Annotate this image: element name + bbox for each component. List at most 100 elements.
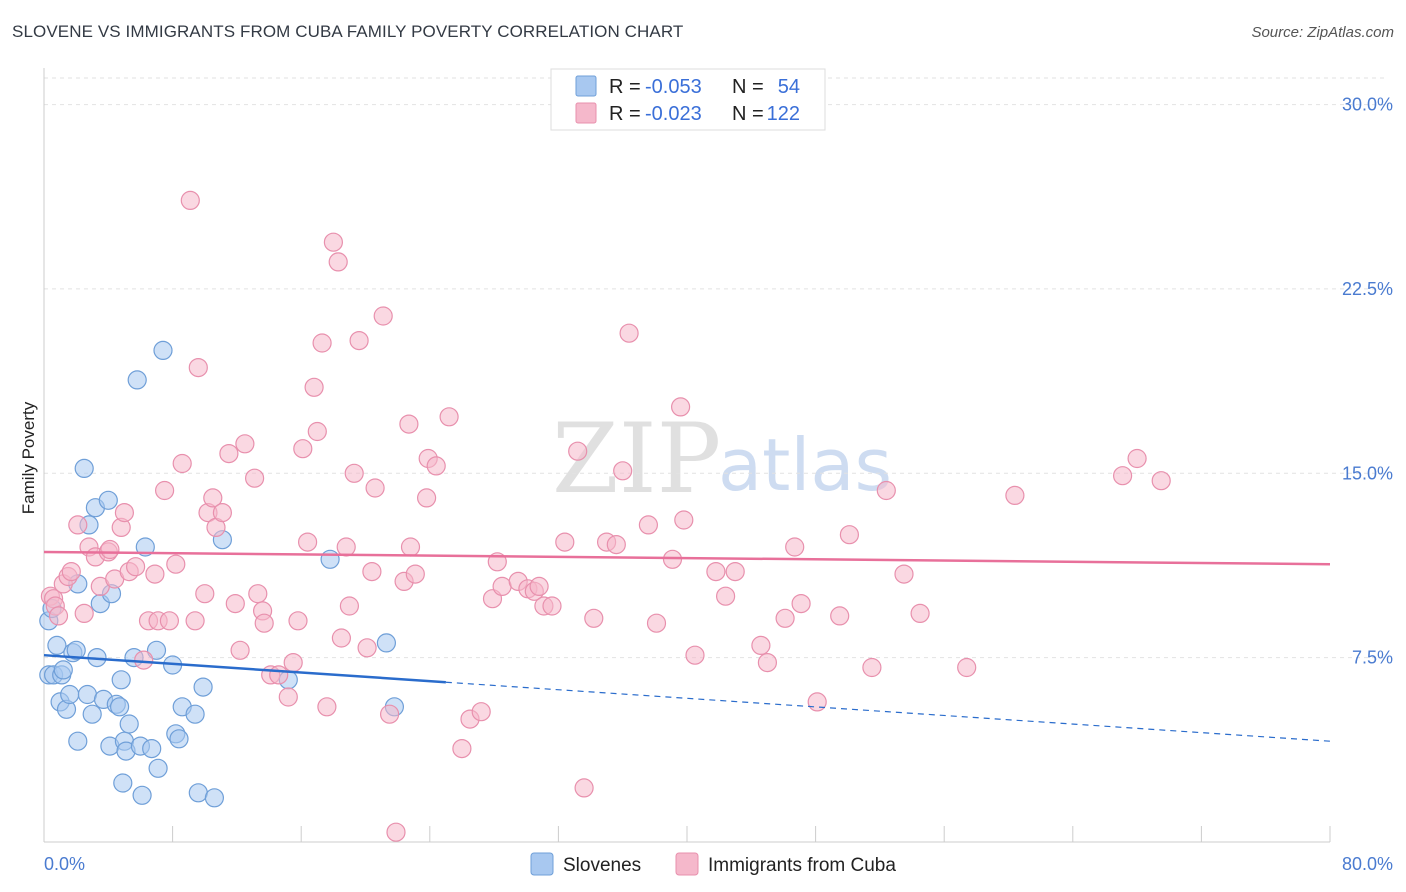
point-cuba — [839, 525, 860, 545]
point-slovenes — [119, 714, 139, 734]
legend-swatch-slovenes — [575, 75, 597, 97]
point-slovenes — [74, 458, 94, 478]
trend-line-cuba — [43, 550, 1331, 566]
point-cuba — [638, 515, 659, 535]
point-slovenes — [188, 783, 208, 803]
trend-line-slovenes — [43, 653, 446, 684]
point-cuba — [426, 456, 446, 476]
point-cuba — [775, 608, 795, 628]
point-cuba — [492, 576, 512, 597]
point-cuba — [312, 333, 332, 353]
point-cuba — [68, 515, 88, 535]
point-cuba — [1005, 485, 1025, 505]
point-cuba — [894, 564, 914, 584]
point-cuba — [180, 190, 200, 210]
point-cuba — [225, 593, 245, 614]
point-slovenes — [53, 660, 73, 680]
axes — [43, 68, 1331, 843]
point-cuba — [830, 606, 850, 626]
point-cuba — [1151, 471, 1171, 491]
point-cuba — [619, 323, 639, 343]
point-cuba — [331, 628, 351, 648]
point-cuba — [357, 638, 377, 658]
point-cuba — [298, 532, 318, 552]
point-cuba — [219, 444, 239, 464]
point-cuba — [957, 657, 977, 678]
point-slovenes — [60, 684, 80, 705]
point-slovenes — [148, 758, 168, 778]
point-slovenes — [47, 635, 67, 656]
point-slovenes — [127, 370, 147, 390]
x-tick-label-min: 0.0% — [44, 854, 85, 874]
point-cuba — [574, 778, 594, 798]
legend-r-value-slovenes: -0.053 — [645, 76, 702, 98]
bottom-legend-label-slovenes: Slovenes — [563, 855, 641, 876]
point-cuba — [471, 702, 491, 722]
top-legend: R = -0.053 N = 54 R = -0.023 N = 122 — [550, 68, 826, 131]
point-slovenes — [146, 640, 167, 660]
point-cuba — [555, 532, 575, 552]
point-cuba — [195, 584, 215, 604]
point-cuba — [126, 557, 146, 577]
point-cuba — [439, 407, 459, 427]
point-cuba — [172, 453, 192, 474]
point-cuba — [646, 613, 667, 633]
point-cuba — [785, 537, 805, 557]
point-cuba — [317, 697, 337, 717]
point-cuba — [613, 461, 633, 481]
point-cuba — [114, 502, 135, 523]
y-tick-label: 22.5% — [1342, 279, 1393, 299]
source-label: Source: ZipAtlas.com — [1251, 24, 1394, 41]
point-cuba — [706, 561, 726, 582]
point-slovenes — [113, 773, 133, 793]
x-tick-label-max: 80.0% — [1342, 854, 1393, 874]
point-cuba — [542, 596, 562, 616]
point-cuba — [307, 421, 327, 442]
legend-n-value-cuba: 122 — [767, 103, 800, 125]
x-tick-labels: 0.0% 80.0% — [44, 854, 1393, 874]
bottom-legend-swatch-slovenes — [530, 852, 554, 876]
legend-r-label-slovenes: R = — [609, 76, 641, 98]
point-cuba — [807, 692, 827, 712]
point-cuba — [757, 652, 778, 673]
point-cuba — [674, 510, 694, 530]
point-slovenes — [68, 731, 88, 751]
point-cuba — [323, 232, 343, 252]
point-cuba — [791, 593, 811, 614]
point-slovenes — [193, 677, 213, 697]
point-slovenes — [98, 490, 118, 510]
point-slovenes — [66, 640, 86, 660]
point-cuba — [662, 549, 683, 569]
point-cuba — [288, 611, 308, 631]
point-cuba — [568, 441, 588, 461]
point-cuba — [405, 564, 425, 584]
point-cuba — [248, 584, 268, 604]
point-slovenes — [169, 729, 189, 749]
point-slovenes — [111, 670, 131, 690]
point-cuba — [159, 611, 179, 631]
point-cuba — [336, 537, 356, 557]
point-cuba — [254, 613, 274, 633]
trend-line-slovenes-extension — [445, 681, 1331, 742]
point-cuba — [862, 657, 882, 678]
point-cuba — [328, 252, 348, 272]
point-slovenes — [142, 738, 162, 759]
point-cuba — [48, 606, 69, 626]
point-cuba — [529, 576, 549, 597]
point-cuba — [876, 480, 896, 501]
point-cuba — [203, 488, 223, 508]
point-cuba — [373, 306, 393, 326]
point-cuba — [74, 603, 94, 624]
point-cuba — [145, 564, 165, 584]
point-cuba — [670, 397, 691, 417]
point-cuba — [910, 603, 930, 624]
legend-n-label-slovenes: N = — [732, 76, 764, 98]
legend-swatch-cuba — [575, 102, 597, 124]
point-cuba — [61, 561, 81, 582]
y-tick-label: 15.0% — [1342, 463, 1393, 483]
point-cuba — [715, 586, 736, 606]
point-cuba — [185, 611, 205, 631]
point-cuba — [1127, 448, 1147, 469]
point-cuba — [400, 537, 421, 557]
